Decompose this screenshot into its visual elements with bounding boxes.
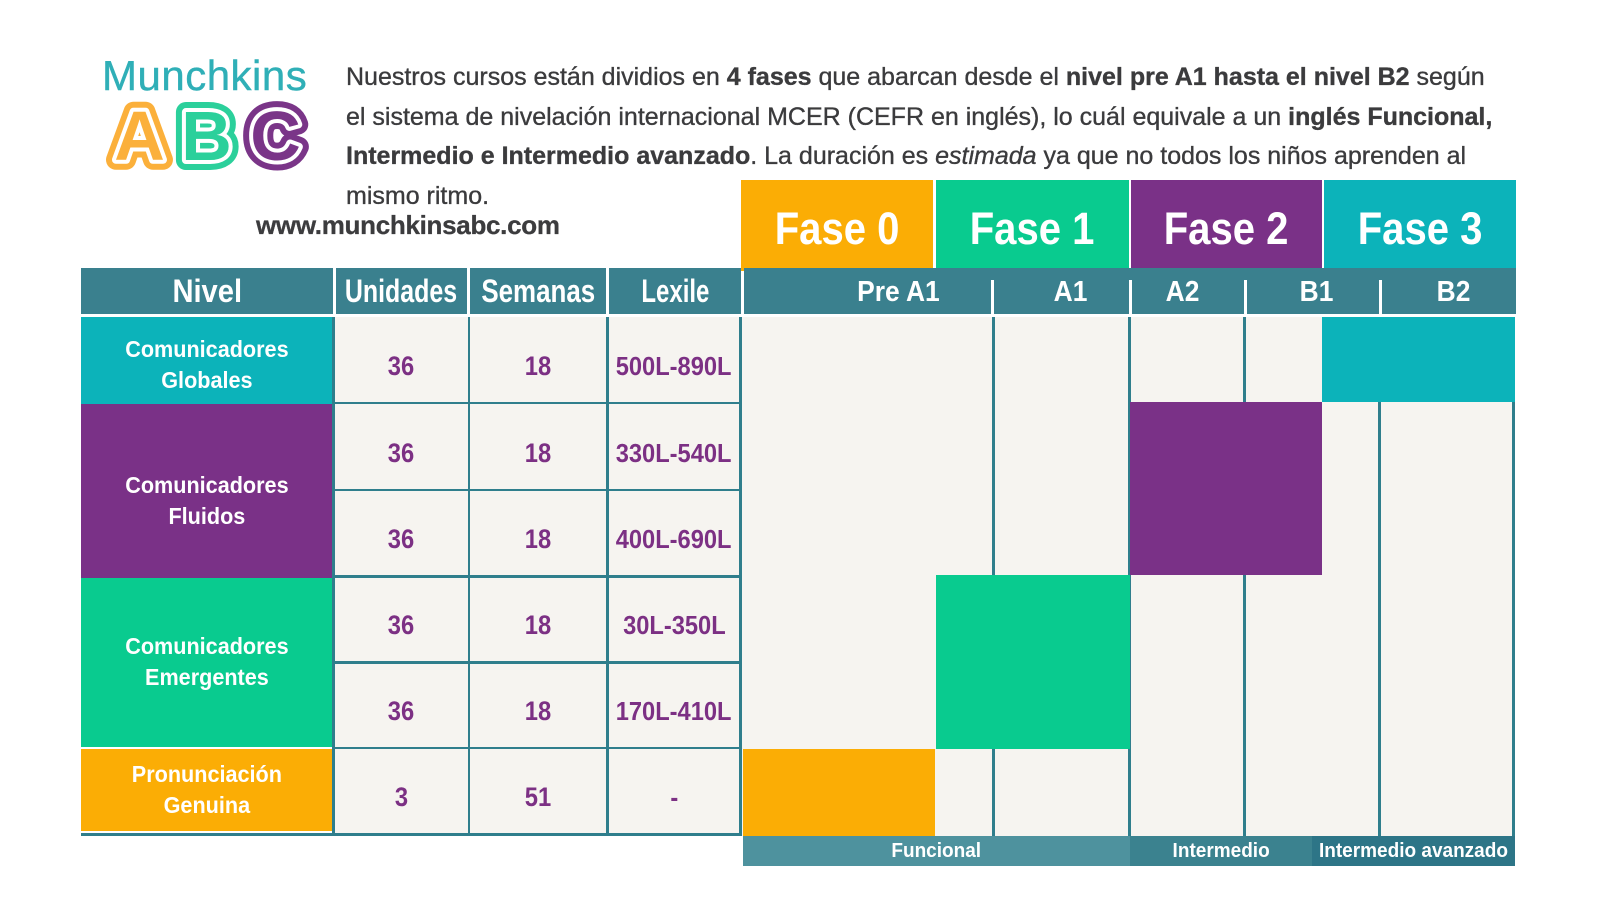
svg-text:B: B [181, 97, 232, 175]
svg-text:B: B [181, 97, 232, 175]
svg-text:C: C [250, 97, 301, 175]
svg-text:A: A [114, 97, 165, 175]
svg-text:A: A [114, 97, 165, 175]
svg-text:C: C [250, 97, 301, 175]
